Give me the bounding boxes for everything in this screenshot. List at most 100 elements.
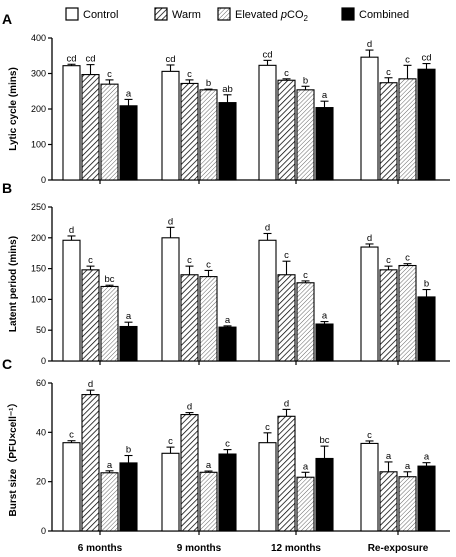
bar-combined: [417, 68, 436, 181]
bar-elevated-pco2: [296, 282, 315, 362]
bar-control: [258, 239, 277, 362]
significance-letter: c: [107, 69, 112, 80]
bar-control: [258, 64, 277, 181]
bar-combined: [417, 296, 436, 362]
bar-warm: [277, 415, 296, 532]
significance-letter: d: [168, 216, 173, 227]
bar-elevated-pco2: [398, 78, 417, 181]
significance-letter: b: [424, 279, 429, 290]
bar-warm: [379, 269, 398, 362]
y-tick-label: 0: [41, 356, 46, 366]
bar-control: [62, 239, 81, 362]
legend-label-combined: Combined: [359, 9, 409, 21]
bar-elevated-pco2: [100, 83, 119, 181]
significance-letter: cd: [66, 53, 76, 64]
significance-letter: c: [88, 255, 93, 266]
significance-letter: cd: [85, 54, 95, 65]
y-tick-label: 200: [31, 233, 46, 243]
bar-warm: [180, 82, 199, 181]
bar-warm: [81, 74, 100, 181]
significance-letter: c: [187, 69, 192, 80]
bar-elevated-pco2: [100, 285, 119, 362]
bar-combined: [218, 102, 237, 181]
significance-letter: b: [126, 445, 131, 456]
legend-swatch-elevated-pco2: [217, 7, 231, 21]
significance-letter: d: [69, 225, 74, 236]
legend-label-control: Control: [83, 9, 118, 21]
y-tick-label: 100: [31, 140, 46, 150]
category-label-9-months: 9 months: [177, 543, 222, 554]
bar-control: [161, 70, 180, 181]
bar-control: [62, 442, 81, 532]
significance-letter: c: [284, 68, 289, 79]
bar-elevated-pco2: [199, 276, 218, 362]
y-tick-label: 0: [41, 526, 46, 536]
significance-letter: a: [322, 90, 328, 101]
legend: Control Warm Elevated pCO2 Combined: [65, 7, 409, 23]
significance-letter: c: [405, 253, 410, 264]
bar-combined: [315, 457, 334, 532]
bar-control: [258, 442, 277, 532]
legend-label-warm: Warm: [172, 9, 201, 21]
significance-letter: cd: [165, 54, 175, 65]
y-tick-label: 400: [31, 33, 46, 43]
significance-letter: c: [386, 255, 391, 266]
significance-letter: a: [126, 88, 132, 99]
legend-swatch-combined: [341, 7, 355, 21]
bar-elevated-pco2: [296, 89, 315, 181]
panel-letter: C: [2, 356, 12, 372]
significance-letter: d: [367, 39, 372, 50]
significance-letter: c: [187, 255, 192, 266]
significance-letter: bc: [104, 274, 114, 285]
significance-letter: c: [386, 67, 391, 78]
bar-combined: [315, 323, 334, 362]
legend-swatch-warm: [154, 7, 168, 21]
bar-combined: [417, 465, 436, 532]
significance-letter: ab: [222, 84, 233, 95]
significance-letter: c: [168, 436, 173, 447]
significance-letter: a: [126, 311, 132, 322]
bar-combined: [119, 105, 138, 181]
significance-letter: d: [88, 379, 93, 390]
y-tick-label: 50: [36, 325, 46, 335]
bar-warm: [180, 414, 199, 532]
y-tick-label: 250: [31, 202, 46, 212]
bar-elevated-pco2: [100, 472, 119, 532]
significance-letter: d: [284, 398, 289, 409]
bar-warm: [81, 394, 100, 532]
significance-letter: a: [206, 460, 212, 471]
bar-combined: [218, 326, 237, 362]
significance-letter: c: [405, 54, 410, 65]
bar-elevated-pco2: [398, 264, 417, 362]
significance-letter: c: [367, 430, 372, 441]
y-tick-label: 100: [31, 294, 46, 304]
y-axis-label: Lytic cycle (mins): [8, 67, 19, 151]
significance-letter: a: [107, 460, 113, 471]
y-tick-label: 200: [31, 104, 46, 114]
bar-combined: [119, 325, 138, 362]
y-tick-label: 0: [41, 175, 46, 185]
significance-letter: c: [284, 250, 289, 261]
y-tick-label: 150: [31, 264, 46, 274]
bar-warm: [81, 269, 100, 362]
significance-letter: c: [69, 430, 74, 441]
category-label-6-months: 6 months: [78, 543, 123, 554]
significance-letter: d: [187, 402, 192, 413]
significance-letter: d: [265, 222, 270, 233]
bar-control: [62, 65, 81, 181]
bar-combined: [315, 107, 334, 181]
legend-label-elevated-pco2: Elevated pCO2: [235, 9, 309, 23]
bar-warm: [277, 79, 296, 181]
significance-letter: a: [225, 315, 231, 326]
bar-combined: [119, 462, 138, 532]
bar-warm: [379, 471, 398, 532]
significance-letter: c: [206, 259, 211, 270]
significance-letter: c: [265, 422, 270, 433]
significance-letter: cd: [262, 49, 272, 60]
bar-elevated-pco2: [398, 476, 417, 532]
bar-control: [161, 237, 180, 362]
